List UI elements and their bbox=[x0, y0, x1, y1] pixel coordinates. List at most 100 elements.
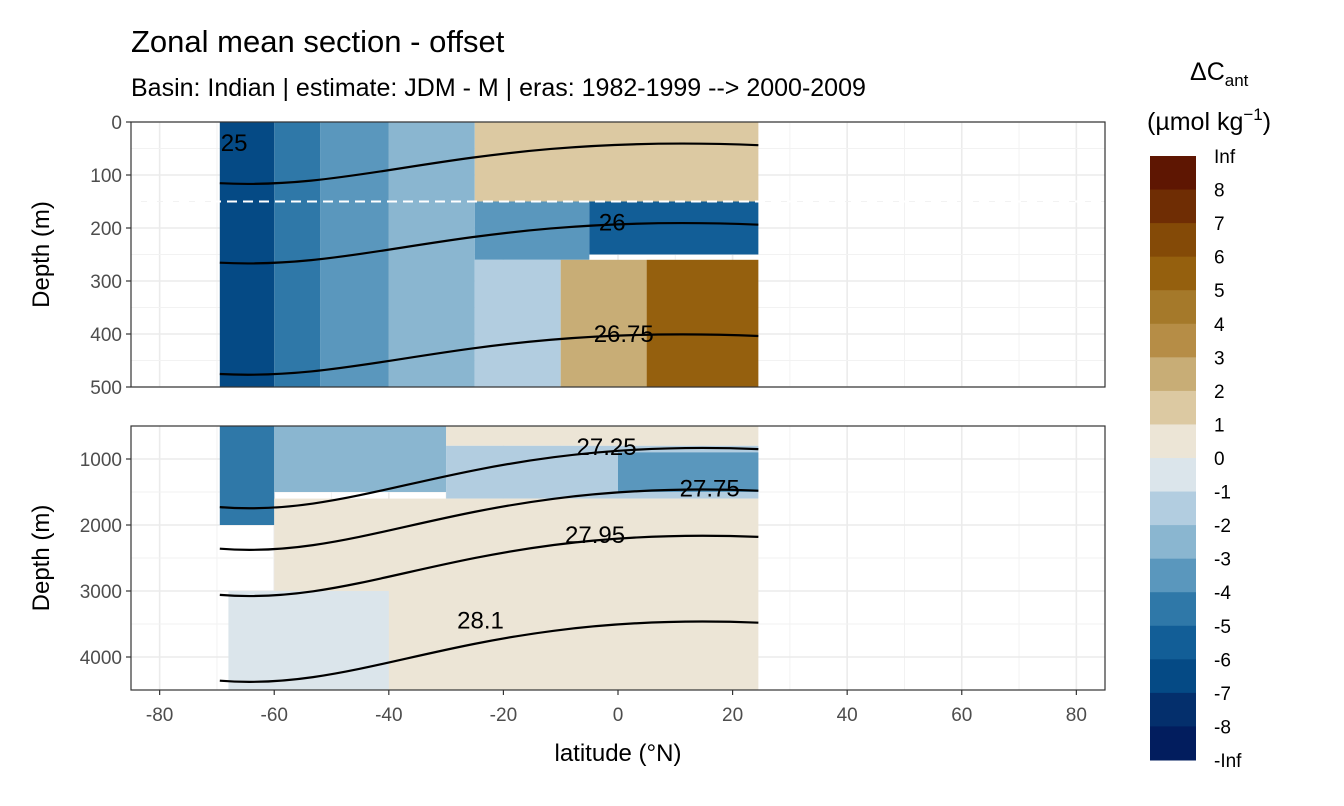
isopycnal-label: 27.95 bbox=[565, 522, 625, 549]
x-tick-label: 20 bbox=[722, 705, 743, 726]
legend-color-swatch bbox=[1150, 256, 1196, 291]
y-tick-label: 400 bbox=[90, 325, 122, 346]
legend-units-prefix: (µmol kg bbox=[1147, 108, 1243, 136]
legend-color-swatch bbox=[1150, 592, 1196, 627]
legend-color-swatch bbox=[1150, 558, 1196, 593]
x-axis-label: latitude (°N) bbox=[555, 740, 682, 767]
legend-title: ΔCant bbox=[1190, 58, 1249, 90]
legend-break-label: -2 bbox=[1214, 516, 1231, 537]
x-tick-label: 40 bbox=[837, 705, 858, 726]
y-axis-label: Depth (m) bbox=[28, 201, 55, 308]
panel-border bbox=[130, 121, 1106, 388]
legend-break-label: -8 bbox=[1214, 717, 1231, 738]
y-tick-label: 200 bbox=[90, 219, 122, 240]
legend-units: (µmol kg−1) bbox=[1147, 105, 1271, 136]
isopycnal-line bbox=[219, 221, 759, 265]
legend-color-swatch bbox=[1150, 659, 1196, 694]
legend-break-label: -3 bbox=[1214, 550, 1231, 571]
y-tick-label: 0 bbox=[111, 113, 122, 134]
legend-break-label: 1 bbox=[1214, 415, 1225, 436]
legend-color-swatch bbox=[1150, 726, 1196, 761]
field-cell bbox=[274, 426, 447, 492]
chart-subtitle: Basin: Indian | estimate: JDM - M | eras… bbox=[131, 74, 866, 102]
isopycnal-label: 27.25 bbox=[577, 434, 637, 461]
legend-color-swatch bbox=[1150, 390, 1196, 425]
isopycnal-label: 28.1 bbox=[457, 608, 504, 635]
field-cell bbox=[228, 591, 389, 690]
field-cell bbox=[446, 426, 759, 446]
legend-units-superscript: −1 bbox=[1243, 105, 1262, 124]
legend-color-swatch bbox=[1150, 625, 1196, 660]
isopycnal-line bbox=[219, 333, 759, 376]
y-tick-label: 300 bbox=[90, 272, 122, 293]
isopycnal-line bbox=[219, 620, 759, 683]
isopycnal-line bbox=[219, 534, 759, 598]
x-tick-label: -40 bbox=[375, 705, 402, 726]
field-cell bbox=[589, 201, 759, 255]
legend-title-subscript: ant bbox=[1225, 71, 1249, 90]
legend-color-swatch bbox=[1150, 290, 1196, 325]
y-tick-label: 500 bbox=[90, 378, 122, 399]
legend-color-swatch bbox=[1150, 692, 1196, 727]
x-tick-label: -80 bbox=[146, 705, 173, 726]
field-cell bbox=[560, 259, 647, 387]
legend-break-label: 4 bbox=[1214, 315, 1225, 336]
x-tick-label: 80 bbox=[1066, 705, 1087, 726]
field-cell bbox=[274, 122, 321, 387]
panel-lower: 27.25 27.75 27.95 28.1 1000 2000 3000 4000 Depth… bbox=[28, 425, 1106, 691]
isopycnal-label: 26.75 bbox=[594, 321, 654, 348]
y-tick-label: 3000 bbox=[80, 582, 122, 603]
legend-units-suffix: ) bbox=[1263, 108, 1271, 136]
legend-break-label: -6 bbox=[1214, 650, 1231, 671]
isopycnal-label: 25 bbox=[221, 130, 248, 157]
isopycnal-label: 27.75 bbox=[680, 476, 740, 503]
legend-color-swatch bbox=[1150, 323, 1196, 358]
legend-break-label: 5 bbox=[1214, 281, 1225, 302]
legend-break-label: -7 bbox=[1214, 684, 1231, 705]
y-tick-label: 1000 bbox=[80, 450, 122, 471]
chart-title: Zonal mean section - offset bbox=[131, 24, 505, 59]
legend-color-swatch bbox=[1150, 223, 1196, 258]
legend-break-label: Inf bbox=[1214, 147, 1236, 168]
field-cell bbox=[219, 426, 275, 525]
field-cell bbox=[219, 122, 275, 387]
legend-color-swatch bbox=[1150, 525, 1196, 560]
x-tick-label: -60 bbox=[261, 705, 288, 726]
x-tick-label: 60 bbox=[951, 705, 972, 726]
x-tick-label: 0 bbox=[613, 705, 624, 726]
legend: Inf 8 7 6 5 4 3 2 1 0 -1 -2 -3 -4 -5 -6 -7 -8 -Inf ΔCant (µm… bbox=[1147, 58, 1271, 772]
legend-break-label: 7 bbox=[1214, 214, 1225, 235]
legend-color-swatch bbox=[1150, 424, 1196, 459]
legend-color-swatch bbox=[1150, 458, 1196, 493]
field-cell bbox=[474, 259, 561, 387]
isopycnal-line bbox=[219, 446, 759, 510]
x-tick-label: -20 bbox=[490, 705, 517, 726]
y-tick-label: 100 bbox=[90, 166, 122, 187]
field-cell bbox=[388, 122, 475, 387]
y-tick-label: 2000 bbox=[80, 516, 122, 537]
field-cell bbox=[474, 122, 759, 202]
legend-break-label: -Inf bbox=[1214, 751, 1242, 772]
field-cell bbox=[618, 452, 759, 492]
legend-break-label: -5 bbox=[1214, 617, 1231, 638]
y-axis-label: Depth (m) bbox=[28, 505, 55, 612]
y-tick-label: 4000 bbox=[80, 648, 122, 669]
legend-color-swatch bbox=[1150, 357, 1196, 392]
isopycnal-label: 26 bbox=[599, 210, 626, 237]
legend-break-label: 0 bbox=[1214, 449, 1225, 470]
panel-upper: 25 26 26.75 0 100 200 300 400 500 Depth (m) bbox=[28, 113, 1106, 399]
legend-break-label: 3 bbox=[1214, 348, 1225, 369]
legend-break-label: -4 bbox=[1214, 583, 1231, 604]
field-cell bbox=[646, 259, 759, 387]
legend-color-swatch bbox=[1150, 156, 1196, 191]
legend-color-swatch bbox=[1150, 189, 1196, 224]
isopycnal-line bbox=[219, 488, 759, 551]
legend-break-label: 2 bbox=[1214, 382, 1225, 403]
legend-break-label: 8 bbox=[1214, 181, 1225, 202]
legend-break-label: -1 bbox=[1214, 483, 1231, 504]
legend-title-main: ΔC bbox=[1190, 58, 1225, 86]
legend-color-swatch bbox=[1150, 491, 1196, 526]
isopycnal-line bbox=[219, 142, 759, 186]
